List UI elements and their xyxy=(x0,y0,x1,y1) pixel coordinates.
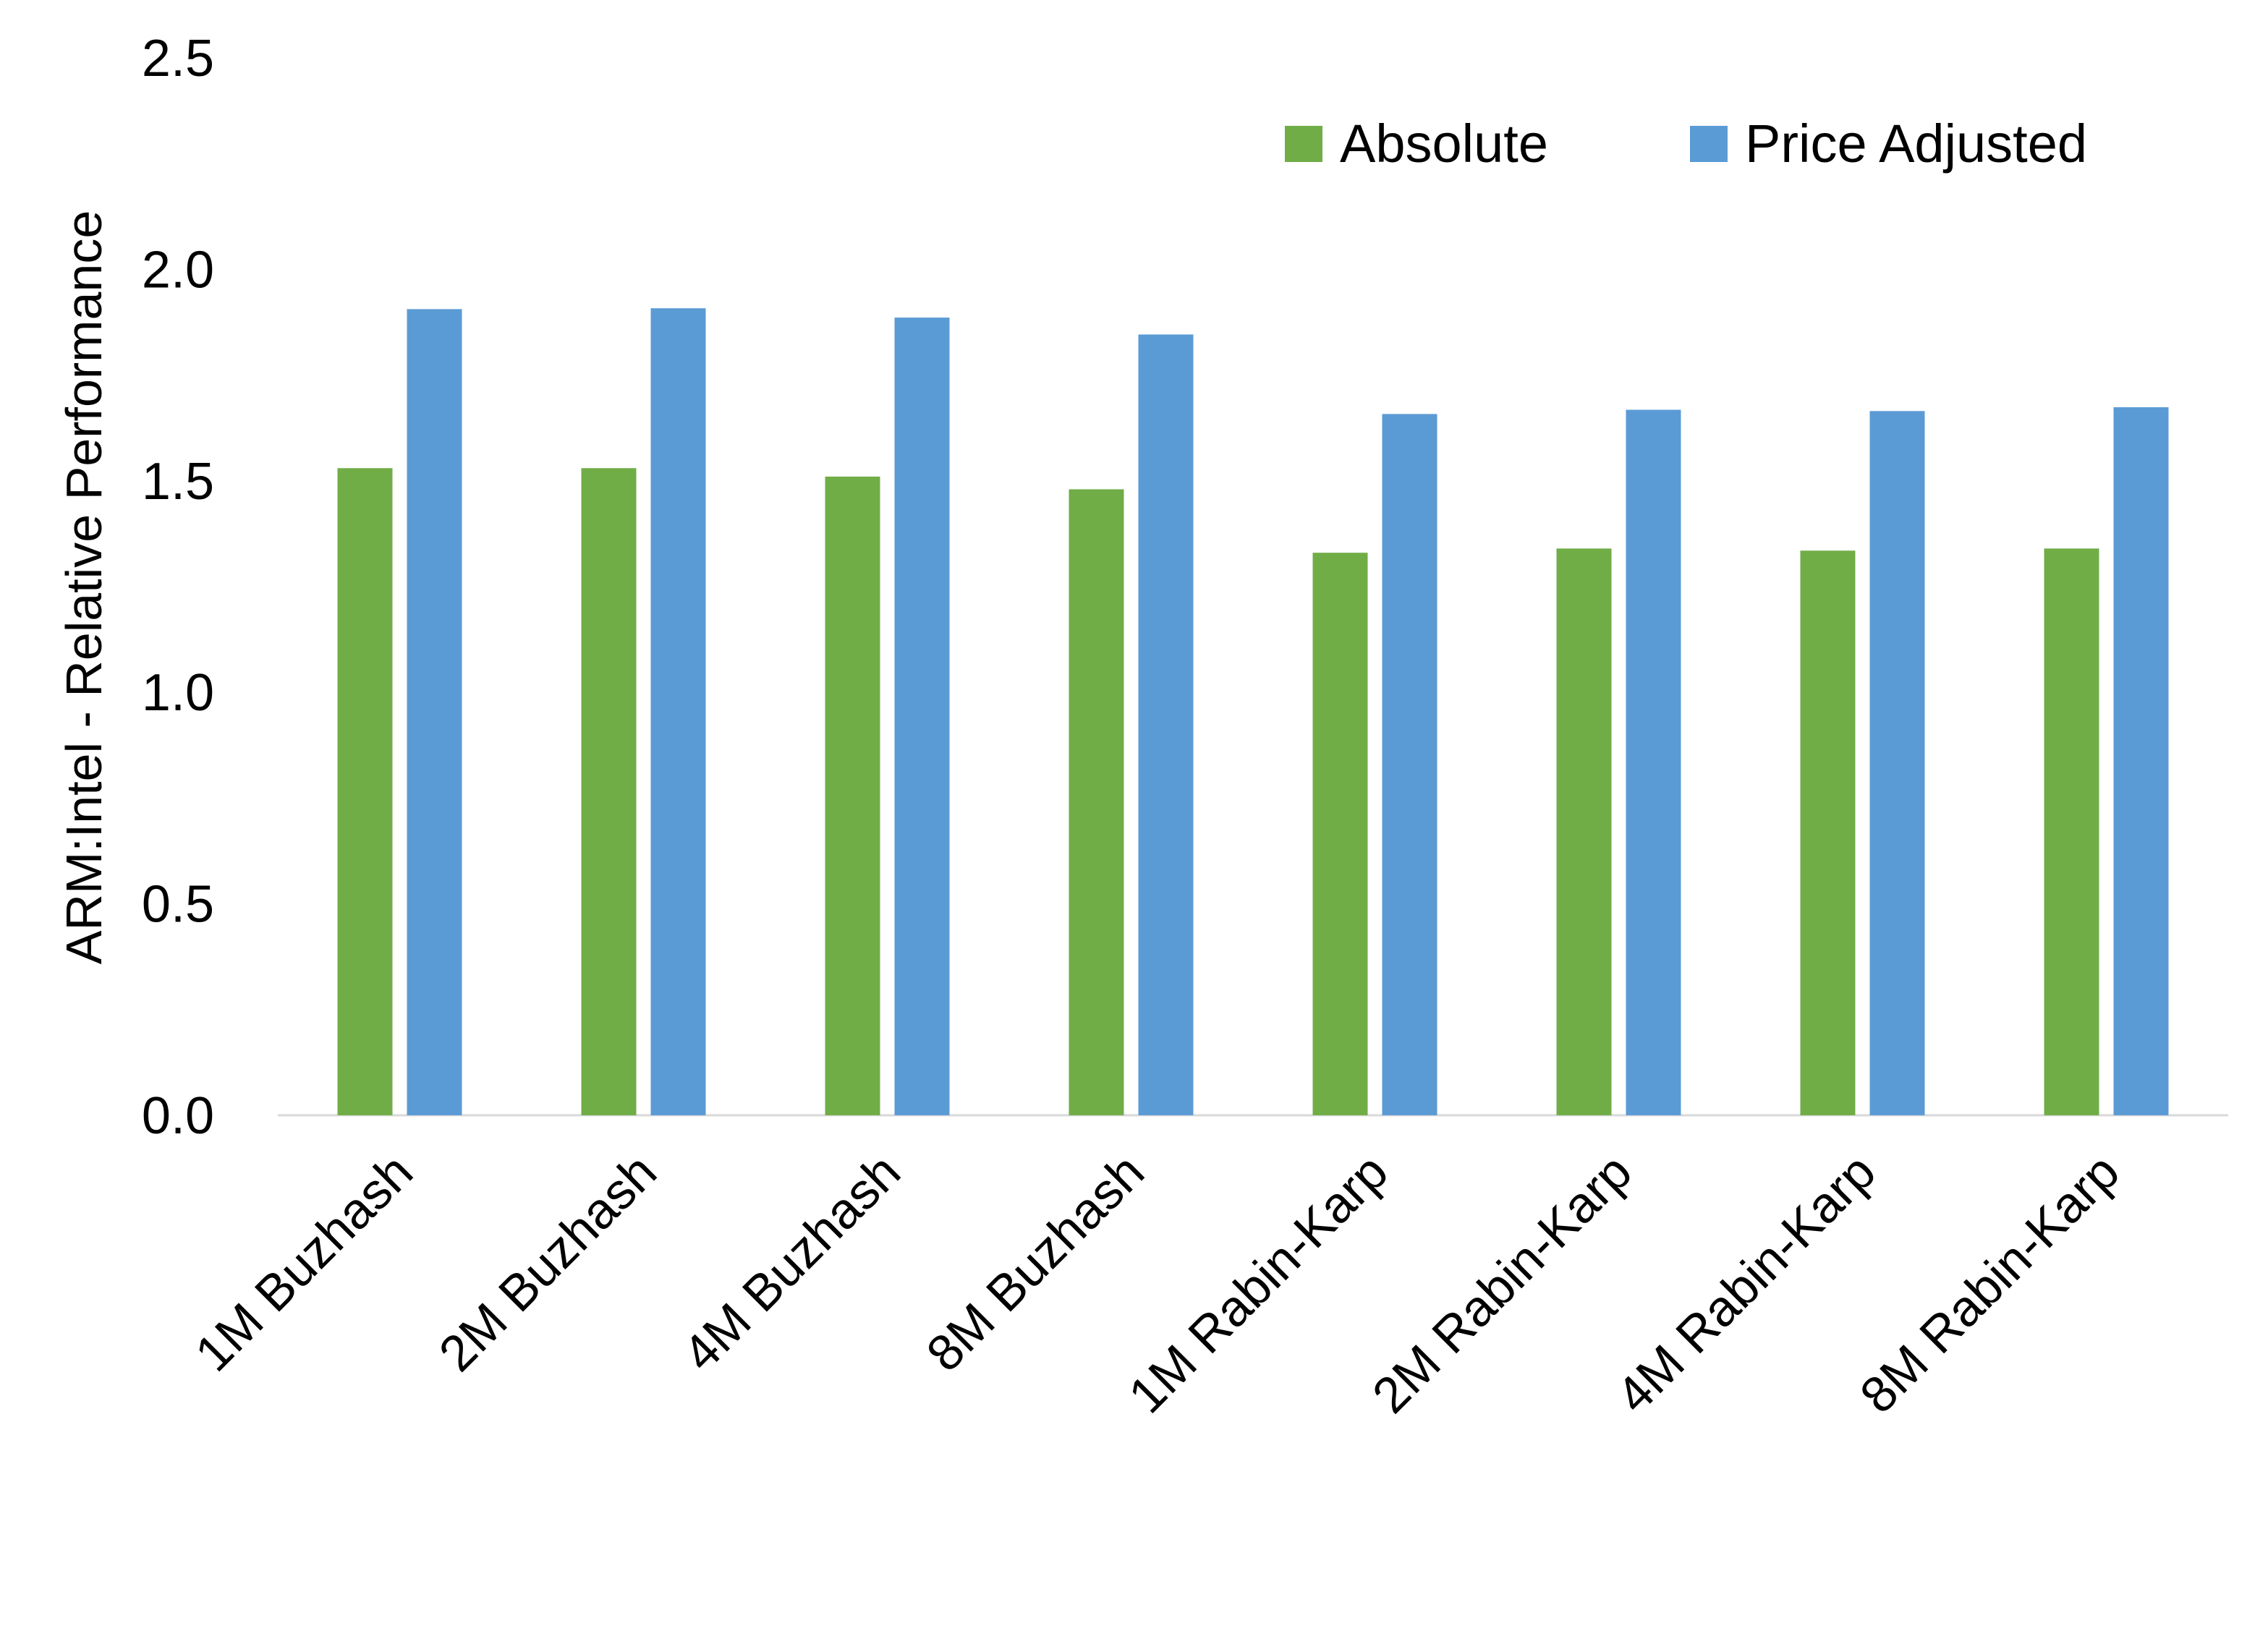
bar-price-adjusted xyxy=(1138,334,1194,1115)
bar-absolute xyxy=(581,468,637,1115)
x-tick-label: 1M Buzhash xyxy=(184,1143,423,1381)
x-tick-label: 2M Buzhash xyxy=(428,1143,667,1381)
y-tick-label: 1.5 xyxy=(142,453,214,511)
legend-swatch xyxy=(1285,126,1322,162)
x-tick-label: 8M Rabin-Karp xyxy=(1849,1143,2130,1423)
bar-absolute xyxy=(1800,550,1856,1115)
x-axis-labels: 1M Buzhash 2M Buzhash 4M Buzhash 8M Buzhash… xyxy=(184,1143,2130,1423)
bar-absolute xyxy=(1556,548,1612,1115)
y-axis-label: ARM:Intel - Relative Performance xyxy=(56,210,112,965)
x-tick-label: 4M Rabin-Karp xyxy=(1605,1143,1886,1423)
y-tick-label: 0.5 xyxy=(142,876,214,934)
bar-price-adjusted xyxy=(894,318,950,1116)
bar-price-adjusted xyxy=(1626,409,1681,1115)
x-tick-label: 1M Rabin-Karp xyxy=(1118,1143,1398,1423)
bar-absolute xyxy=(2044,548,2099,1115)
y-tick-label: 1.0 xyxy=(142,664,214,722)
y-tick-label: 2.0 xyxy=(142,241,214,299)
legend-label: Price Adjusted xyxy=(1745,114,2087,174)
bar-price-adjusted xyxy=(2113,407,2169,1115)
y-tick-label: 0.0 xyxy=(142,1087,214,1145)
x-tick-label: 8M Buzhash xyxy=(916,1143,1155,1381)
x-tick-label: 2M Rabin-Karp xyxy=(1362,1143,1642,1423)
bar-absolute xyxy=(337,468,393,1115)
legend-label: Absolute xyxy=(1340,114,1548,174)
bar-absolute xyxy=(1312,553,1368,1115)
legend: Absolute Price Adjusted xyxy=(1285,114,2087,174)
bar-price-adjusted xyxy=(1382,414,1437,1115)
x-tick-label: 4M Buzhash xyxy=(672,1143,911,1381)
bar-absolute xyxy=(825,476,880,1115)
bar-price-adjusted xyxy=(1869,411,1925,1115)
bar-price-adjusted xyxy=(407,309,462,1115)
y-axis-ticks: 0.0 0.5 1.0 1.5 2.0 2.5 xyxy=(142,30,214,1145)
bar-absolute xyxy=(1069,489,1124,1115)
y-tick-label: 2.5 xyxy=(142,30,214,88)
bars xyxy=(337,308,2169,1116)
bar-price-adjusted xyxy=(650,308,706,1115)
legend-swatch xyxy=(1690,126,1728,162)
